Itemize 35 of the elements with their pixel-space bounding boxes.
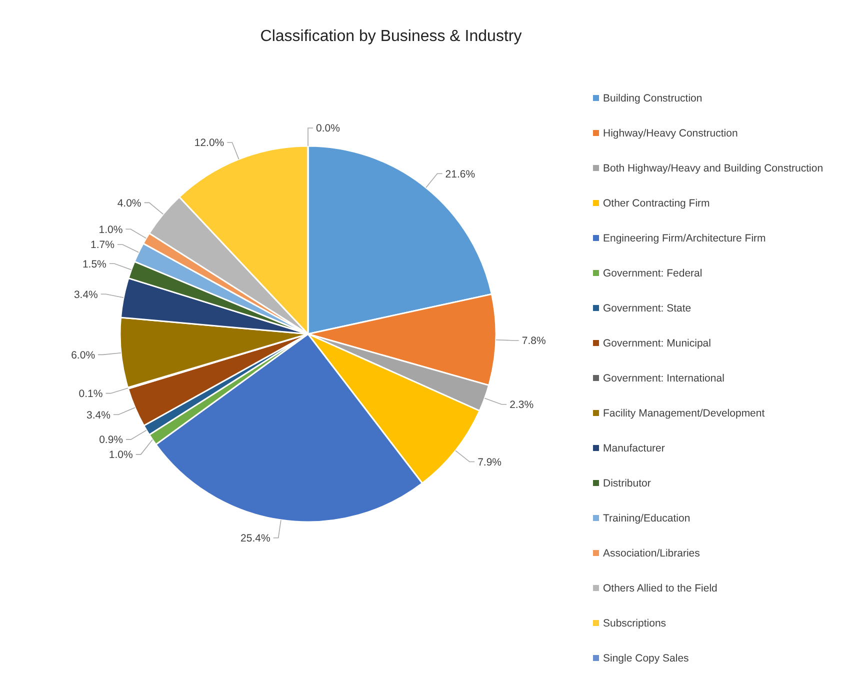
legend-label: Government: Municipal	[603, 338, 711, 350]
data-label: 7.9%	[478, 456, 502, 468]
chart-title: Classification by Business & Industry	[260, 28, 522, 45]
data-label: 0.9%	[99, 434, 124, 446]
legend-label: Facility Management/Development	[603, 408, 765, 420]
legend-label: Subscriptions	[603, 618, 666, 630]
legend-label: Association/Libraries	[603, 548, 700, 560]
text: 0.0%	[316, 122, 340, 135]
data-label: 4.0%	[117, 197, 142, 210]
legend-label: Both Highway/Heavy and Building Construction	[603, 162, 824, 175]
data-label: 3.4%	[74, 288, 98, 301]
data-label: 12.0%	[194, 137, 224, 150]
legend-label: Others Allied to the Field	[603, 582, 718, 595]
legend-label: Government: International	[603, 372, 724, 385]
data-label: 25.4%	[240, 532, 270, 545]
legend-label: Highway/Heavy Construction	[603, 128, 738, 140]
legend-label: Government: Federal	[603, 268, 702, 280]
data-label: 21.6%	[445, 168, 476, 180]
data-label: 6.0%	[71, 349, 96, 362]
data-label: 7.8%	[522, 335, 546, 348]
legend-label: Government: State	[603, 302, 692, 315]
data-label: 0.1%	[78, 388, 103, 400]
data-label: 1.7%	[90, 239, 114, 252]
data-label: 1.5%	[82, 258, 106, 270]
legend-label: Building Construction	[603, 92, 702, 105]
legend-label: Single Copy Sales	[603, 652, 689, 665]
data-label: 1.0%	[108, 449, 133, 462]
data-label: 2.3%	[510, 399, 534, 412]
data-label: 3.4%	[86, 409, 110, 422]
legend-label: Training/Education	[603, 512, 690, 525]
legend-label: Manufacturer	[603, 442, 666, 455]
legend-label: Distributor	[603, 478, 652, 490]
legend-label: Engineering Firm/Architecture Firm	[603, 232, 766, 245]
legend-label: Other Contracting Firm	[603, 198, 710, 210]
data-label: 1.0%	[98, 224, 123, 236]
